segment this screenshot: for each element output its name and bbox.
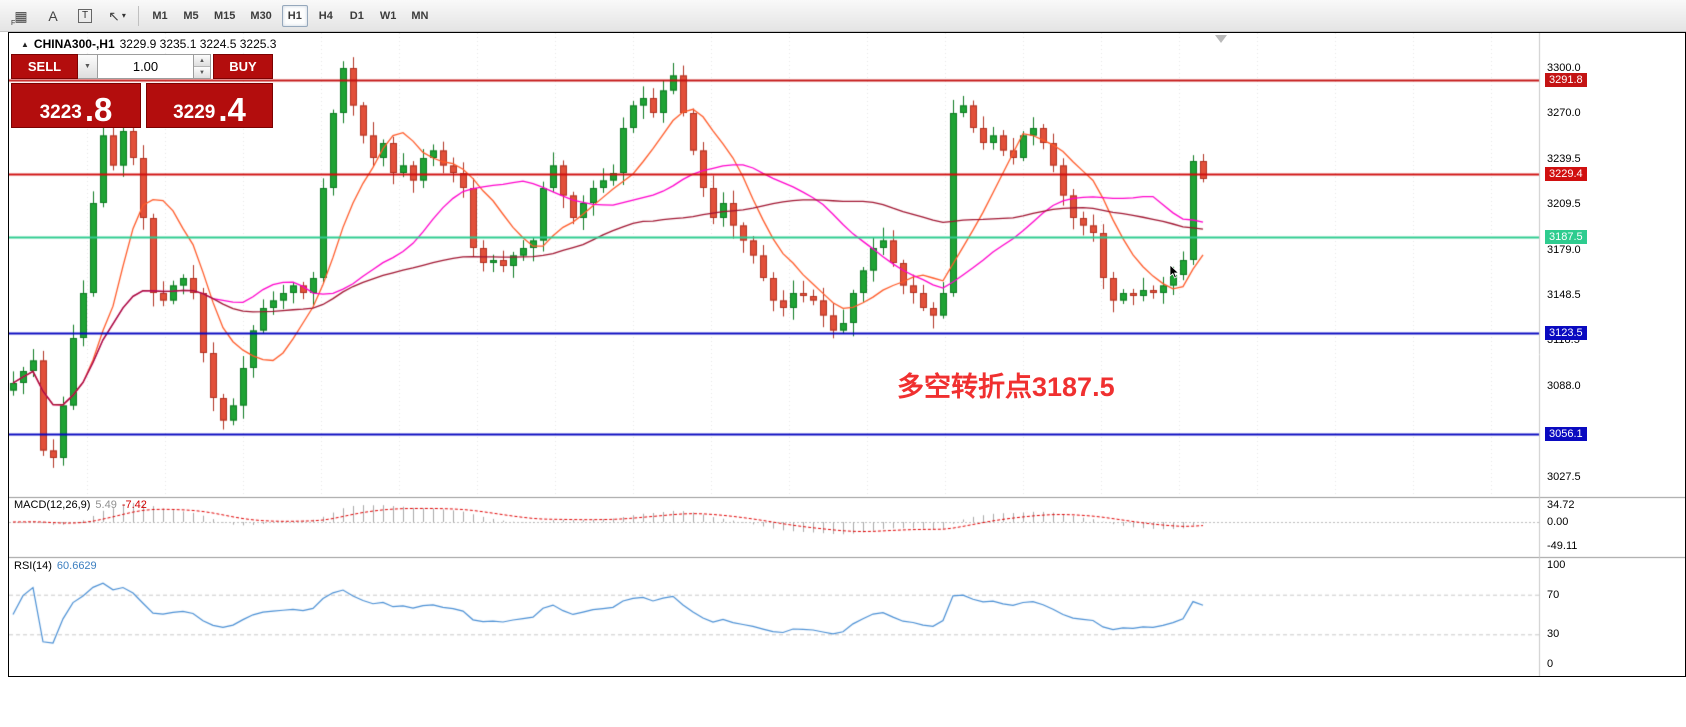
volume-down-icon[interactable]: ▼ [194, 66, 210, 78]
ask-frac: .4 [218, 90, 246, 128]
pattern-tool-button[interactable]: ▦ F [11, 7, 28, 27]
one-click-trading-panel: SELL ▼ ▲ ▼ BUY 3223 .8 3229 .4 [11, 54, 273, 128]
macd-indicator-label: MACD(12,26,9) 5.49 -7.42 [14, 499, 147, 511]
volume-up-icon[interactable]: ▲ [194, 55, 210, 66]
timeframe-toolbar: M1 M5 M15 M30 H1 H4 D1 W1 MN [147, 4, 433, 27]
bid-price-box[interactable]: 3223 .8 [11, 83, 141, 128]
timeframe-w1[interactable]: W1 [379, 9, 397, 22]
symbol-label: CHINA300-,H1 [33, 37, 115, 51]
ohlc-values: 3229.9 3235.1 3224.5 3225.3 [119, 37, 277, 51]
timeframe-h1[interactable]: H1 [281, 4, 308, 27]
price-chart-canvas[interactable] [9, 33, 1685, 676]
chart-text-annotation: 多空转折点3187.5 [897, 372, 1115, 402]
ask-price-box[interactable]: 3229 .4 [146, 83, 273, 128]
rsi-value: 60.6629 [56, 560, 97, 572]
ask-main: 3229 [173, 102, 216, 124]
bid-main: 3223 [39, 102, 82, 124]
volume-input[interactable] [98, 54, 194, 79]
text-tool-button[interactable]: A [48, 7, 58, 24]
macd-signal-value: -7.42 [121, 499, 147, 511]
toolbar: ▦ F A T ↖ ▾ M1 M5 M15 M30 H1 H4 D1 W1 MN [0, 0, 1686, 32]
timeframe-h4[interactable]: H4 [318, 9, 333, 22]
tool-group: ▦ F A T ↖ ▾ [8, 4, 130, 28]
volume-dropdown-icon[interactable]: ▼ [78, 54, 98, 79]
timeframe-m1[interactable]: M1 [152, 9, 168, 22]
shapes-tool-button[interactable]: ↖ ▾ [108, 7, 126, 24]
buy-button[interactable]: BUY [213, 54, 273, 79]
toolbar-separator [138, 5, 139, 26]
macd-main-value: 5.49 [95, 499, 117, 511]
volume-stepper: ▲ ▼ [194, 54, 211, 79]
mouse-cursor-icon [1169, 265, 1180, 279]
timeframe-m15[interactable]: M15 [214, 9, 236, 22]
timeframe-mn[interactable]: MN [411, 9, 429, 22]
sell-button[interactable]: SELL [11, 54, 78, 79]
rsi-indicator-label: RSI(14) 60.6629 [14, 560, 97, 572]
chart-shift-marker-icon[interactable] [1215, 35, 1227, 43]
timeframe-d1[interactable]: D1 [349, 9, 364, 22]
collapse-triangle-icon[interactable]: ▲ [21, 39, 29, 49]
chart-title: ▲ CHINA300-,H1 3229.9 3235.1 3224.5 3225… [21, 37, 276, 51]
macd-name: MACD(12,26,9) [14, 499, 91, 511]
rsi-name: RSI(14) [14, 560, 52, 572]
timeframe-m5[interactable]: M5 [183, 9, 199, 22]
bid-frac: .8 [84, 90, 113, 128]
text-label-tool-button[interactable]: T [72, 4, 98, 28]
chart-window: ▲ CHINA300-,H1 3229.9 3235.1 3224.5 3225… [8, 32, 1686, 677]
timeframe-m30[interactable]: M30 [250, 9, 272, 22]
